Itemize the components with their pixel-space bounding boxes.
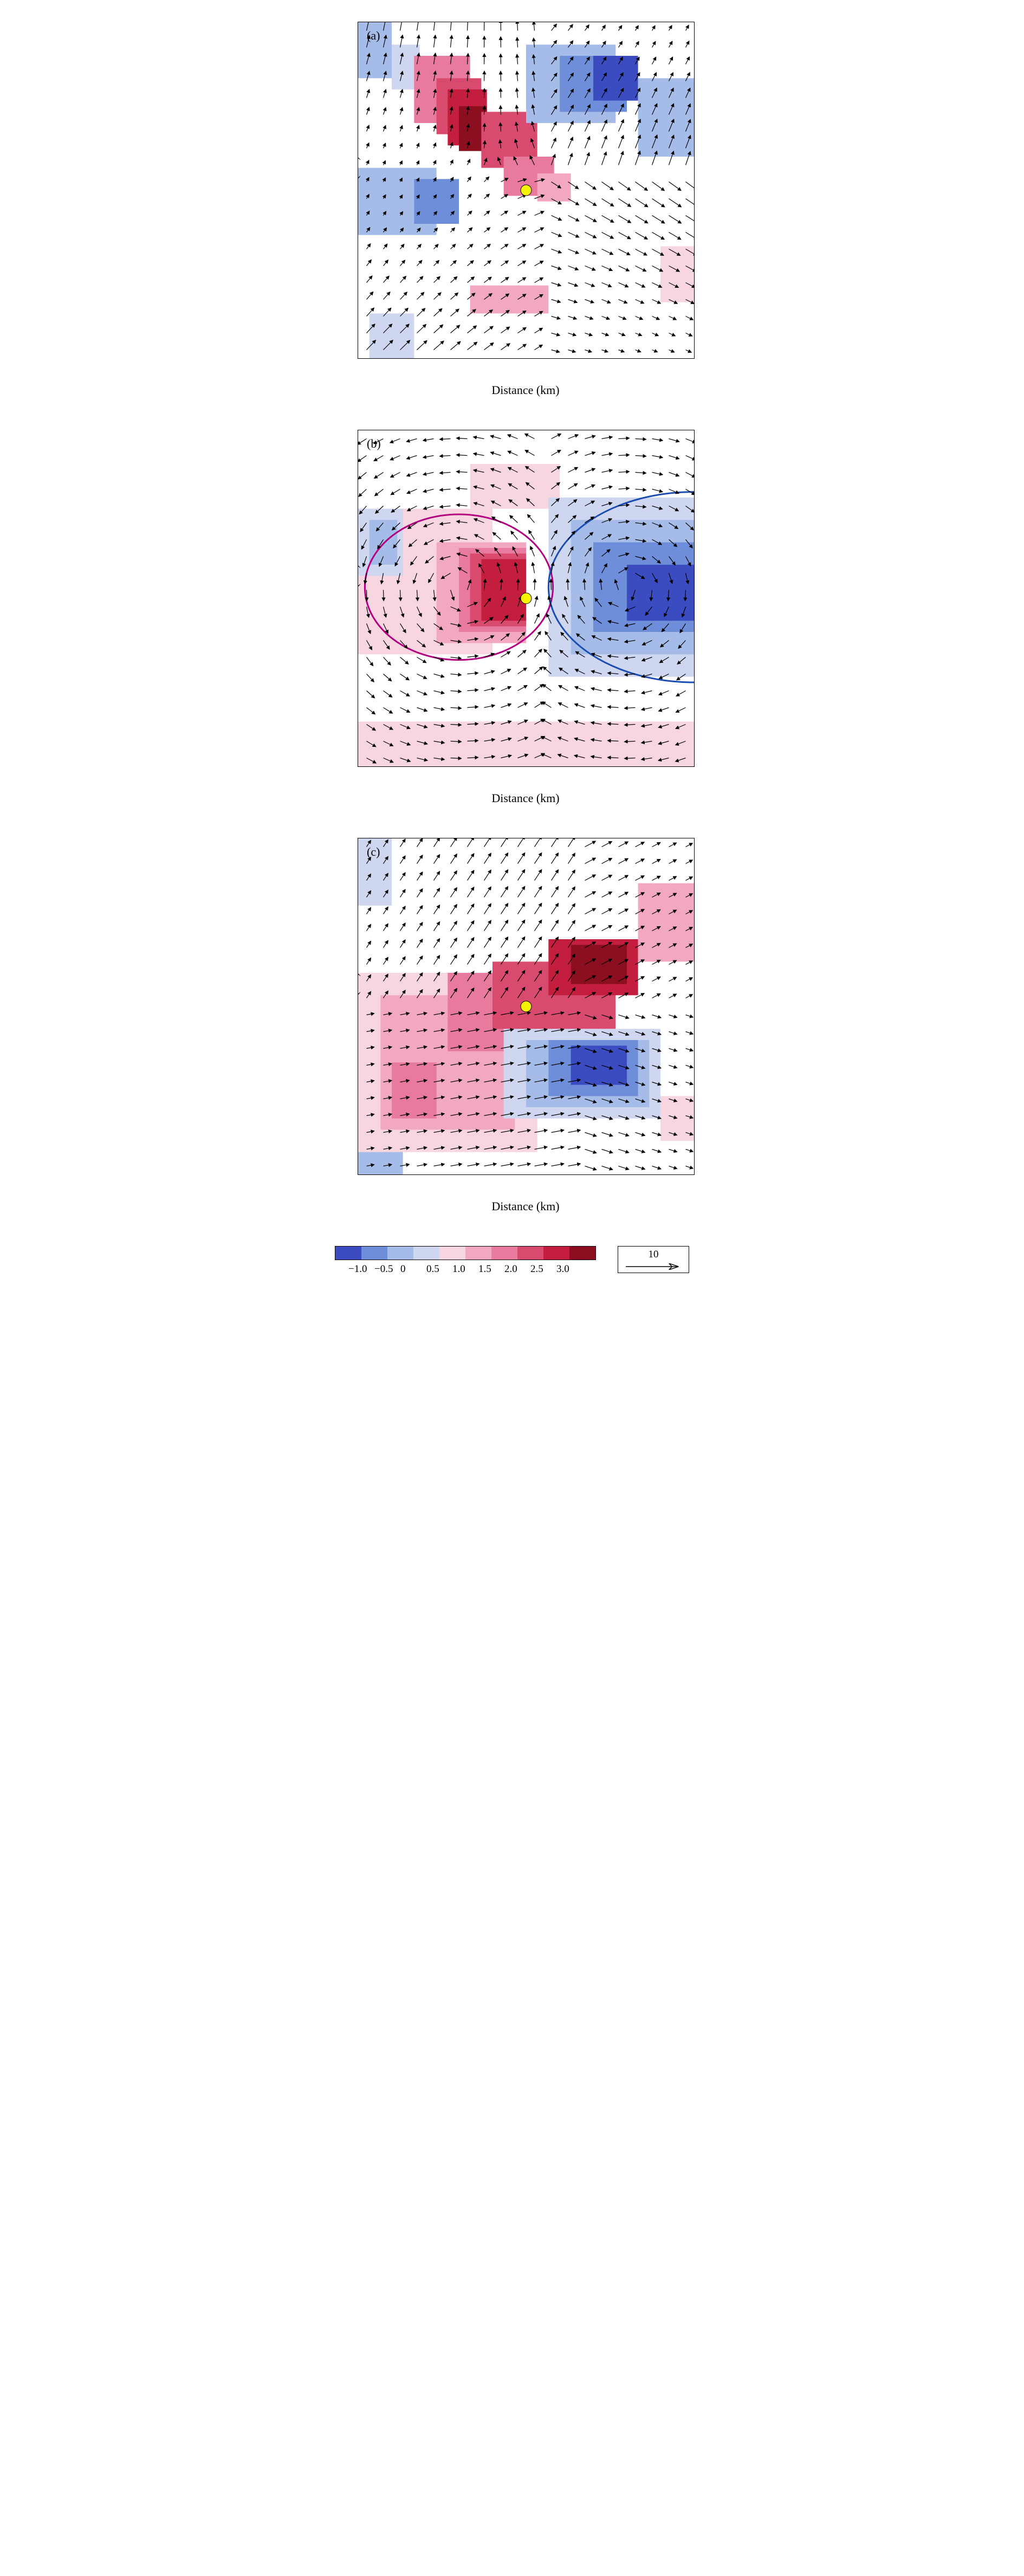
colorbar-swatch — [517, 1247, 543, 1260]
colorbar-swatch — [387, 1247, 413, 1260]
x-axis-label: Distance (km) — [358, 791, 694, 805]
colorbar-swatch — [569, 1247, 595, 1260]
colorbar-swatch — [491, 1247, 517, 1260]
colorbar-tick-label: 1.0 — [452, 1263, 478, 1275]
colorbar-tick-label: 3.0 — [556, 1263, 582, 1275]
colorbar-swatch — [335, 1247, 361, 1260]
figure-container: (a)−1500−1000−500050010001500−1500−1000−… — [306, 22, 718, 1275]
colorbar-swatch — [361, 1247, 387, 1260]
colorbar: −1.0−0.500.51.01.52.02.53.0 — [335, 1246, 596, 1275]
colorbar-tick-label: 2.0 — [504, 1263, 530, 1275]
colorbar-tick-label: −0.5 — [374, 1263, 400, 1275]
arrow-legend-icon — [624, 1262, 683, 1271]
panel-label: (c) — [367, 845, 380, 859]
panel-c: (c)−1500−1000−500050010001500−1500−1000−… — [306, 838, 718, 1213]
x-axis-label: Distance (km) — [358, 1199, 694, 1213]
y-axis-label: Distance (km) — [358, 972, 361, 1040]
colorbar-tick-label: 2.5 — [530, 1263, 556, 1275]
plot-area: (b)−1500−1000−500050010001500−1500−1000−… — [358, 430, 695, 767]
colorbar-tick-label: 0 — [400, 1263, 426, 1275]
legend-row: −1.0−0.500.51.01.52.02.53.0 10 — [306, 1246, 718, 1275]
arrow-legend: 10 — [618, 1246, 689, 1273]
arrow-legend-value: 10 — [649, 1249, 659, 1261]
colorbar-swatch — [413, 1247, 439, 1260]
y-axis-label: Distance (km) — [358, 156, 361, 224]
panel-label: (a) — [367, 29, 380, 43]
colorbar-swatch — [465, 1247, 491, 1260]
y-axis-label: Distance (km) — [358, 564, 361, 632]
colorbar-swatch — [543, 1247, 569, 1260]
x-axis-label: Distance (km) — [358, 383, 694, 397]
colorbar-tick-label: −1.0 — [348, 1263, 374, 1275]
colorbar-labels: −1.0−0.500.51.01.52.02.53.0 — [361, 1263, 595, 1275]
panel-b: (b)−1500−1000−500050010001500−1500−1000−… — [306, 430, 718, 805]
colorbar-tick-label: 0.5 — [426, 1263, 452, 1275]
plot-area: (c)−1500−1000−500050010001500−1500−1000−… — [358, 838, 695, 1175]
panel-a: (a)−1500−1000−500050010001500−1500−1000−… — [306, 22, 718, 397]
colorbar-swatch — [439, 1247, 465, 1260]
colorbar-swatches — [335, 1246, 596, 1260]
colorbar-tick-label: 1.5 — [478, 1263, 504, 1275]
plot-area: (a)−1500−1000−500050010001500−1500−1000−… — [358, 22, 695, 359]
panel-label: (b) — [367, 437, 381, 451]
